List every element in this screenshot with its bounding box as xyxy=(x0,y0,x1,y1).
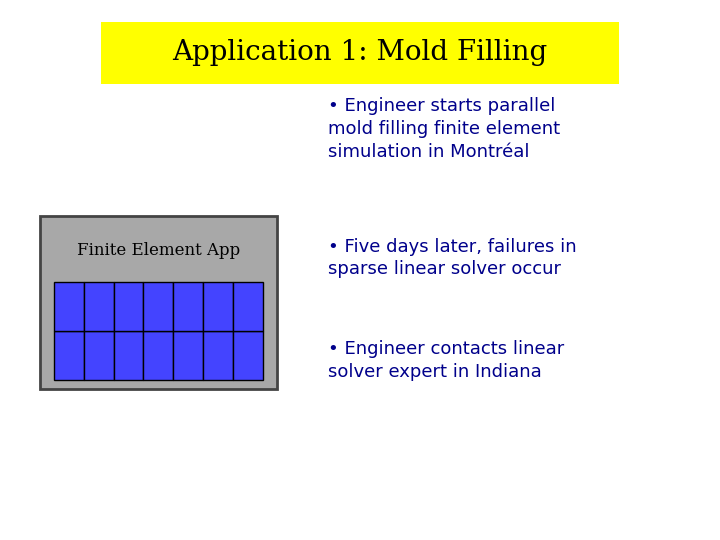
Bar xyxy=(54,331,84,380)
Bar xyxy=(84,282,114,331)
Bar xyxy=(84,331,114,380)
Bar xyxy=(203,331,233,380)
Bar xyxy=(174,282,203,331)
Bar xyxy=(40,216,277,389)
Text: • Engineer contacts linear
solver expert in Indiana: • Engineer contacts linear solver expert… xyxy=(328,340,564,381)
Bar xyxy=(174,331,203,380)
Bar xyxy=(233,331,263,380)
Bar xyxy=(143,282,174,331)
Bar xyxy=(203,282,233,331)
Bar xyxy=(143,331,174,380)
Bar xyxy=(114,331,143,380)
Bar xyxy=(233,282,263,331)
Text: • Five days later, failures in
sparse linear solver occur: • Five days later, failures in sparse li… xyxy=(328,238,576,279)
Bar xyxy=(54,282,84,331)
Text: • Engineer starts parallel
mold filling finite element
simulation in Montréal: • Engineer starts parallel mold filling … xyxy=(328,97,559,161)
Text: Finite Element App: Finite Element App xyxy=(77,242,240,259)
Bar xyxy=(101,22,619,84)
Text: Application 1: Mold Filling: Application 1: Mold Filling xyxy=(172,39,548,66)
Bar xyxy=(114,282,143,331)
